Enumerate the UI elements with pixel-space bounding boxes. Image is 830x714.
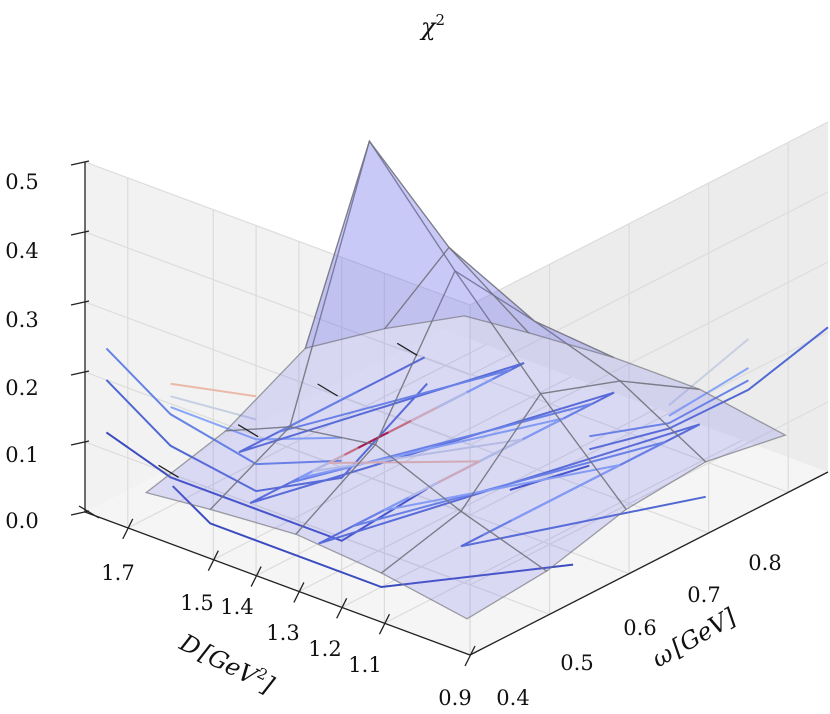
z-tick-label: 0.5	[5, 170, 38, 194]
wall-projection-curve	[589, 379, 749, 438]
z-tick-mark	[70, 160, 90, 166]
d-axis-title-unit: [GeV	[195, 638, 264, 691]
z-tick-label: 0.4	[5, 239, 38, 263]
d-tick-label: 1.3	[266, 621, 299, 645]
z-tick-label: 0.1	[5, 443, 38, 467]
z-axis-title: χ2	[419, 11, 445, 41]
d-tick-mark	[122, 518, 134, 540]
z-tick-label: 0.3	[5, 308, 38, 332]
d-tick-label: 1.7	[101, 561, 134, 585]
omega-tick-mark	[158, 464, 179, 478]
wall-projection-curve	[105, 347, 342, 466]
d-tick-label: 1.5	[180, 591, 213, 615]
floor-contour-line	[357, 431, 389, 449]
d-tick-label: 0.9	[438, 686, 471, 710]
omega-tick-mark	[396, 342, 418, 356]
wall-projection-curve	[589, 326, 829, 451]
omega-axis-title-unit: [GeV]	[667, 603, 742, 662]
wall-projection-curve	[170, 395, 257, 421]
wall-projection-curve	[170, 406, 342, 441]
d-tick-label: 1.2	[308, 637, 341, 661]
omega-tick-label: 0.6	[623, 616, 656, 640]
omega-tick-mark	[78, 505, 100, 519]
d-tick-mark	[293, 582, 305, 603]
omega-tick-label: 0.7	[687, 583, 720, 607]
omega-axis-title: ω[GeV]	[647, 603, 741, 674]
d-tick-mark	[207, 550, 219, 571]
d-tick-mark	[378, 613, 391, 635]
z-tick-mark	[70, 440, 90, 446]
d-axis-line	[84, 511, 471, 656]
surface-facet	[383, 246, 531, 335]
z-tick-mark	[70, 300, 90, 306]
d-tick-mark	[336, 598, 348, 619]
omega-tick-label: 0.5	[560, 651, 593, 675]
omega-tick-mark	[317, 383, 339, 397]
wall-projection-curve	[668, 367, 749, 417]
z-tick-label: 0.0	[5, 509, 38, 533]
d-tick-mark	[250, 566, 262, 587]
wall-projection-curve	[668, 338, 750, 407]
z-tick-mark	[70, 370, 90, 376]
d-tick-label: 1.4	[220, 595, 253, 619]
omega-tick-label: 0.4	[496, 686, 529, 710]
d-tick-mark	[464, 645, 476, 667]
projection-curves	[105, 326, 829, 542]
wall-projection-curve	[105, 431, 428, 542]
z-axis-title-sup: 2	[436, 11, 446, 29]
omega-tick-mark	[237, 424, 259, 438]
wall-projection-curve	[170, 382, 257, 398]
z-tick-label: 0.2	[5, 376, 38, 400]
omega-tick-label: 0.8	[748, 551, 781, 575]
z-axis-title-var: χ	[419, 13, 437, 41]
floor-pane	[85, 329, 828, 655]
z-tick-mark	[70, 230, 90, 236]
wall-projection-curve	[105, 379, 428, 493]
floor-contour-line	[278, 368, 667, 537]
d-axis-title: D[GeV2]	[174, 626, 279, 699]
z-tick-mark	[70, 510, 90, 516]
omega-axis-line	[469, 471, 829, 656]
axis-lines	[84, 162, 829, 656]
ticks	[70, 160, 476, 667]
surface-mesh	[144, 139, 787, 620]
d-tick-label: 1.1	[348, 653, 381, 677]
axes-panes	[85, 122, 828, 655]
